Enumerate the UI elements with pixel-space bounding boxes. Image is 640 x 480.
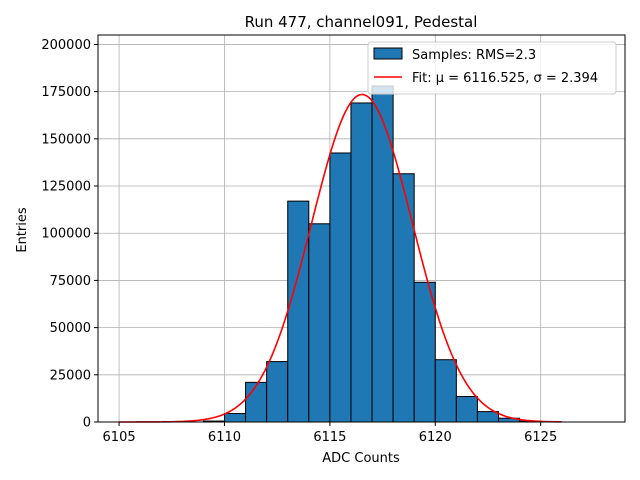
y-tick-label: 25000 xyxy=(50,368,91,383)
histogram-bar xyxy=(413,281,436,423)
x-tick-label: 6120 xyxy=(419,430,452,445)
histogram-bar xyxy=(287,200,310,423)
histogram-bar xyxy=(371,85,394,423)
legend-histogram-label: Samples: RMS=2.3 xyxy=(412,48,536,63)
histogram-bars xyxy=(202,85,542,423)
y-tick-label: 200000 xyxy=(41,38,91,53)
histogram-bar xyxy=(266,361,289,423)
histogram-bar xyxy=(245,381,268,423)
histogram-bar xyxy=(329,152,352,423)
y-tick-label: 150000 xyxy=(41,132,91,147)
y-axis-label: Entries xyxy=(15,207,30,253)
y-tick-label: 175000 xyxy=(41,85,91,100)
histogram-bar xyxy=(476,411,500,423)
y-tick-label: 50000 xyxy=(50,321,91,336)
chart-title: Run 477, channel091, Pedestal xyxy=(245,13,478,31)
y-tick-label: 125000 xyxy=(41,180,91,195)
histogram-bar xyxy=(392,173,415,423)
axes-frame xyxy=(97,34,626,423)
histogram-bar xyxy=(455,396,478,423)
histogram-bar xyxy=(434,359,457,423)
histogram-bar xyxy=(350,102,373,423)
y-tick-label: 100000 xyxy=(41,227,91,242)
x-tick-label: 6110 xyxy=(208,430,241,445)
y-tick-label: 0 xyxy=(83,416,91,431)
x-tick-label: 6125 xyxy=(524,430,557,445)
legend-box xyxy=(367,41,617,95)
x-axis-label: ADC Counts xyxy=(322,451,400,466)
legend: Samples: RMS=2.3 Fit: μ = 6116.525, σ = … xyxy=(367,41,617,95)
x-tick-label: 6105 xyxy=(103,430,136,445)
legend-histogram-swatch xyxy=(373,47,403,60)
y-tick-label: 75000 xyxy=(50,274,91,289)
x-tick-label: 6115 xyxy=(313,430,346,445)
fit-curve xyxy=(119,93,562,423)
axis-ticks: 6105 6110 6115 6120 6125 0 25000 50000 75000 1000… xyxy=(41,38,557,445)
histogram-bar xyxy=(223,413,247,423)
histogram-bar xyxy=(308,223,331,423)
legend-fit-label: Fit: μ = 6116.525, σ = 2.394 xyxy=(412,71,598,86)
